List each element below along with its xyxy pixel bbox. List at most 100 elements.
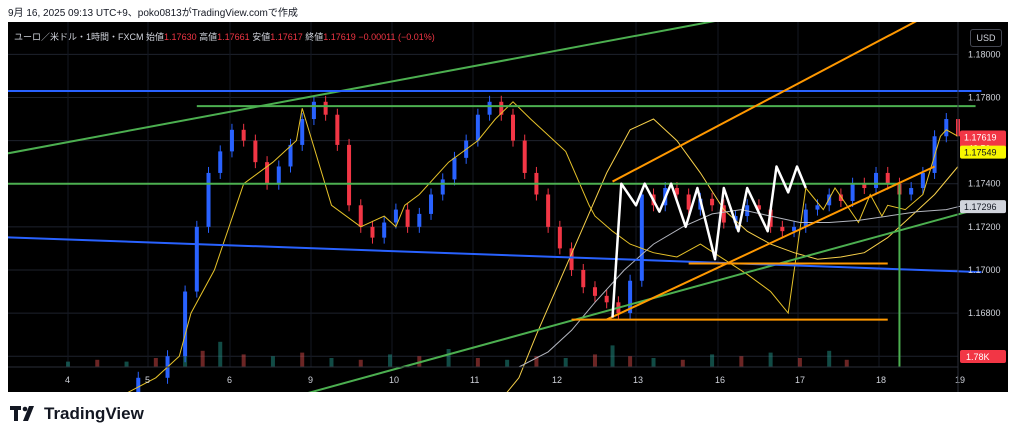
y-tick-label: 1.16800 [968, 308, 1001, 318]
candle-body [335, 114, 340, 145]
candle-body [487, 101, 492, 115]
candle-body [288, 144, 293, 167]
price-chart[interactable]: 1.180001.178001.176001.174001.172001.170… [8, 22, 1008, 392]
price-label-value: 1.17619 [964, 132, 997, 142]
volume-bar [66, 361, 70, 367]
candle-body [499, 101, 504, 115]
x-tick-label: 18 [876, 375, 886, 385]
tradingview-logo[interactable]: TradingView [10, 404, 144, 424]
candle-body [803, 209, 808, 227]
x-tick-label: 12 [552, 375, 562, 385]
candle-body [265, 162, 270, 184]
ohlc-legend: ユーロ／米ドル・1時間・FXCM 始値1.17630 高値1.17661 安値 1… [14, 30, 435, 43]
x-tick-label: 19 [955, 375, 965, 385]
candle-body [815, 205, 820, 210]
volume-bar [505, 359, 510, 367]
candle-body [604, 295, 609, 303]
volume-label: 1.78K [966, 352, 990, 362]
volume-bar [358, 359, 363, 367]
candle-body [674, 188, 679, 195]
brand-name: TradingView [44, 404, 144, 423]
low-label: 安値 [252, 32, 271, 42]
candle-body [874, 172, 879, 189]
trend-line [612, 22, 917, 183]
candle-body [206, 172, 211, 227]
price-label-box [960, 200, 1006, 214]
volume-bar [710, 354, 715, 367]
candle-body [944, 119, 949, 137]
x-tick-label: 17 [795, 375, 805, 385]
volume-label-box [960, 350, 1006, 363]
x-tick-label: 5 [145, 375, 150, 385]
trend-line [606, 165, 936, 321]
candle-body [862, 183, 867, 189]
volume-bar [300, 352, 305, 367]
volume-bar [844, 359, 849, 367]
volume-bar [827, 350, 832, 367]
candle-body [721, 205, 726, 223]
trend-line [307, 208, 976, 392]
currency-button[interactable]: USD [970, 29, 1002, 47]
trend-line [8, 22, 716, 155]
volume-bar [628, 356, 633, 367]
candle-body [241, 129, 246, 141]
chart-panel[interactable]: 1.180001.178001.176001.174001.172001.170… [8, 22, 1008, 392]
candle-body [300, 119, 305, 145]
candle-body [229, 129, 234, 152]
volume-bar [446, 349, 451, 367]
candle-body [429, 194, 434, 214]
x-tick-label: 16 [715, 375, 725, 385]
tradingview-icon [10, 406, 34, 421]
y-tick-label: 1.17000 [968, 265, 1001, 275]
open-label: 始値 [146, 32, 165, 42]
price-label-box [960, 145, 1006, 159]
candle-body [920, 172, 925, 189]
candle-body [347, 144, 352, 206]
candle-body [511, 114, 515, 141]
candle-body [838, 194, 843, 201]
volume-bar [797, 358, 802, 367]
volume-bar [241, 354, 246, 367]
candle-body [183, 291, 188, 357]
symbol-label: ユーロ／米ドル・1時間・FXCM [14, 32, 144, 42]
candle-body [557, 226, 562, 249]
candle-body [569, 248, 574, 270]
volume-bar [329, 358, 334, 367]
candle-body [885, 172, 890, 184]
candle-body [475, 114, 480, 141]
candle-body [592, 287, 597, 296]
volume-bar [680, 359, 685, 367]
candle-body [276, 166, 281, 184]
volume-bar [270, 356, 275, 367]
candle-body [710, 198, 715, 206]
candle-body [639, 194, 644, 281]
candle-body [218, 151, 223, 173]
candle-body [628, 280, 633, 314]
candle-body [417, 213, 422, 227]
candle-body [909, 188, 914, 195]
trend-line [8, 236, 982, 274]
x-tick-label: 4 [65, 375, 70, 385]
candle-body [686, 194, 691, 210]
y-tick-label: 1.18000 [968, 49, 1001, 59]
volume-bar [610, 345, 615, 367]
candle-body [792, 226, 797, 232]
zigzag-line [611, 165, 807, 318]
volume-bar [534, 356, 539, 367]
close-value: 1.17619 [323, 32, 356, 42]
high-label: 高値 [199, 32, 218, 42]
candle-body [827, 194, 832, 206]
candle-body [756, 205, 761, 210]
high-value: 1.17661 [217, 32, 250, 42]
close-label: 終値 [305, 32, 324, 42]
price-label-value: 1.17549 [964, 148, 997, 158]
price-label-value: 1.17296 [964, 202, 997, 212]
open-value: 1.17630 [164, 32, 197, 42]
candle-body [136, 377, 141, 392]
x-tick-label: 6 [227, 375, 232, 385]
candle-body [405, 209, 410, 227]
candle-body [382, 222, 387, 238]
volume-bar [768, 352, 773, 367]
candle-body [850, 183, 855, 201]
volume-bar [388, 354, 393, 367]
